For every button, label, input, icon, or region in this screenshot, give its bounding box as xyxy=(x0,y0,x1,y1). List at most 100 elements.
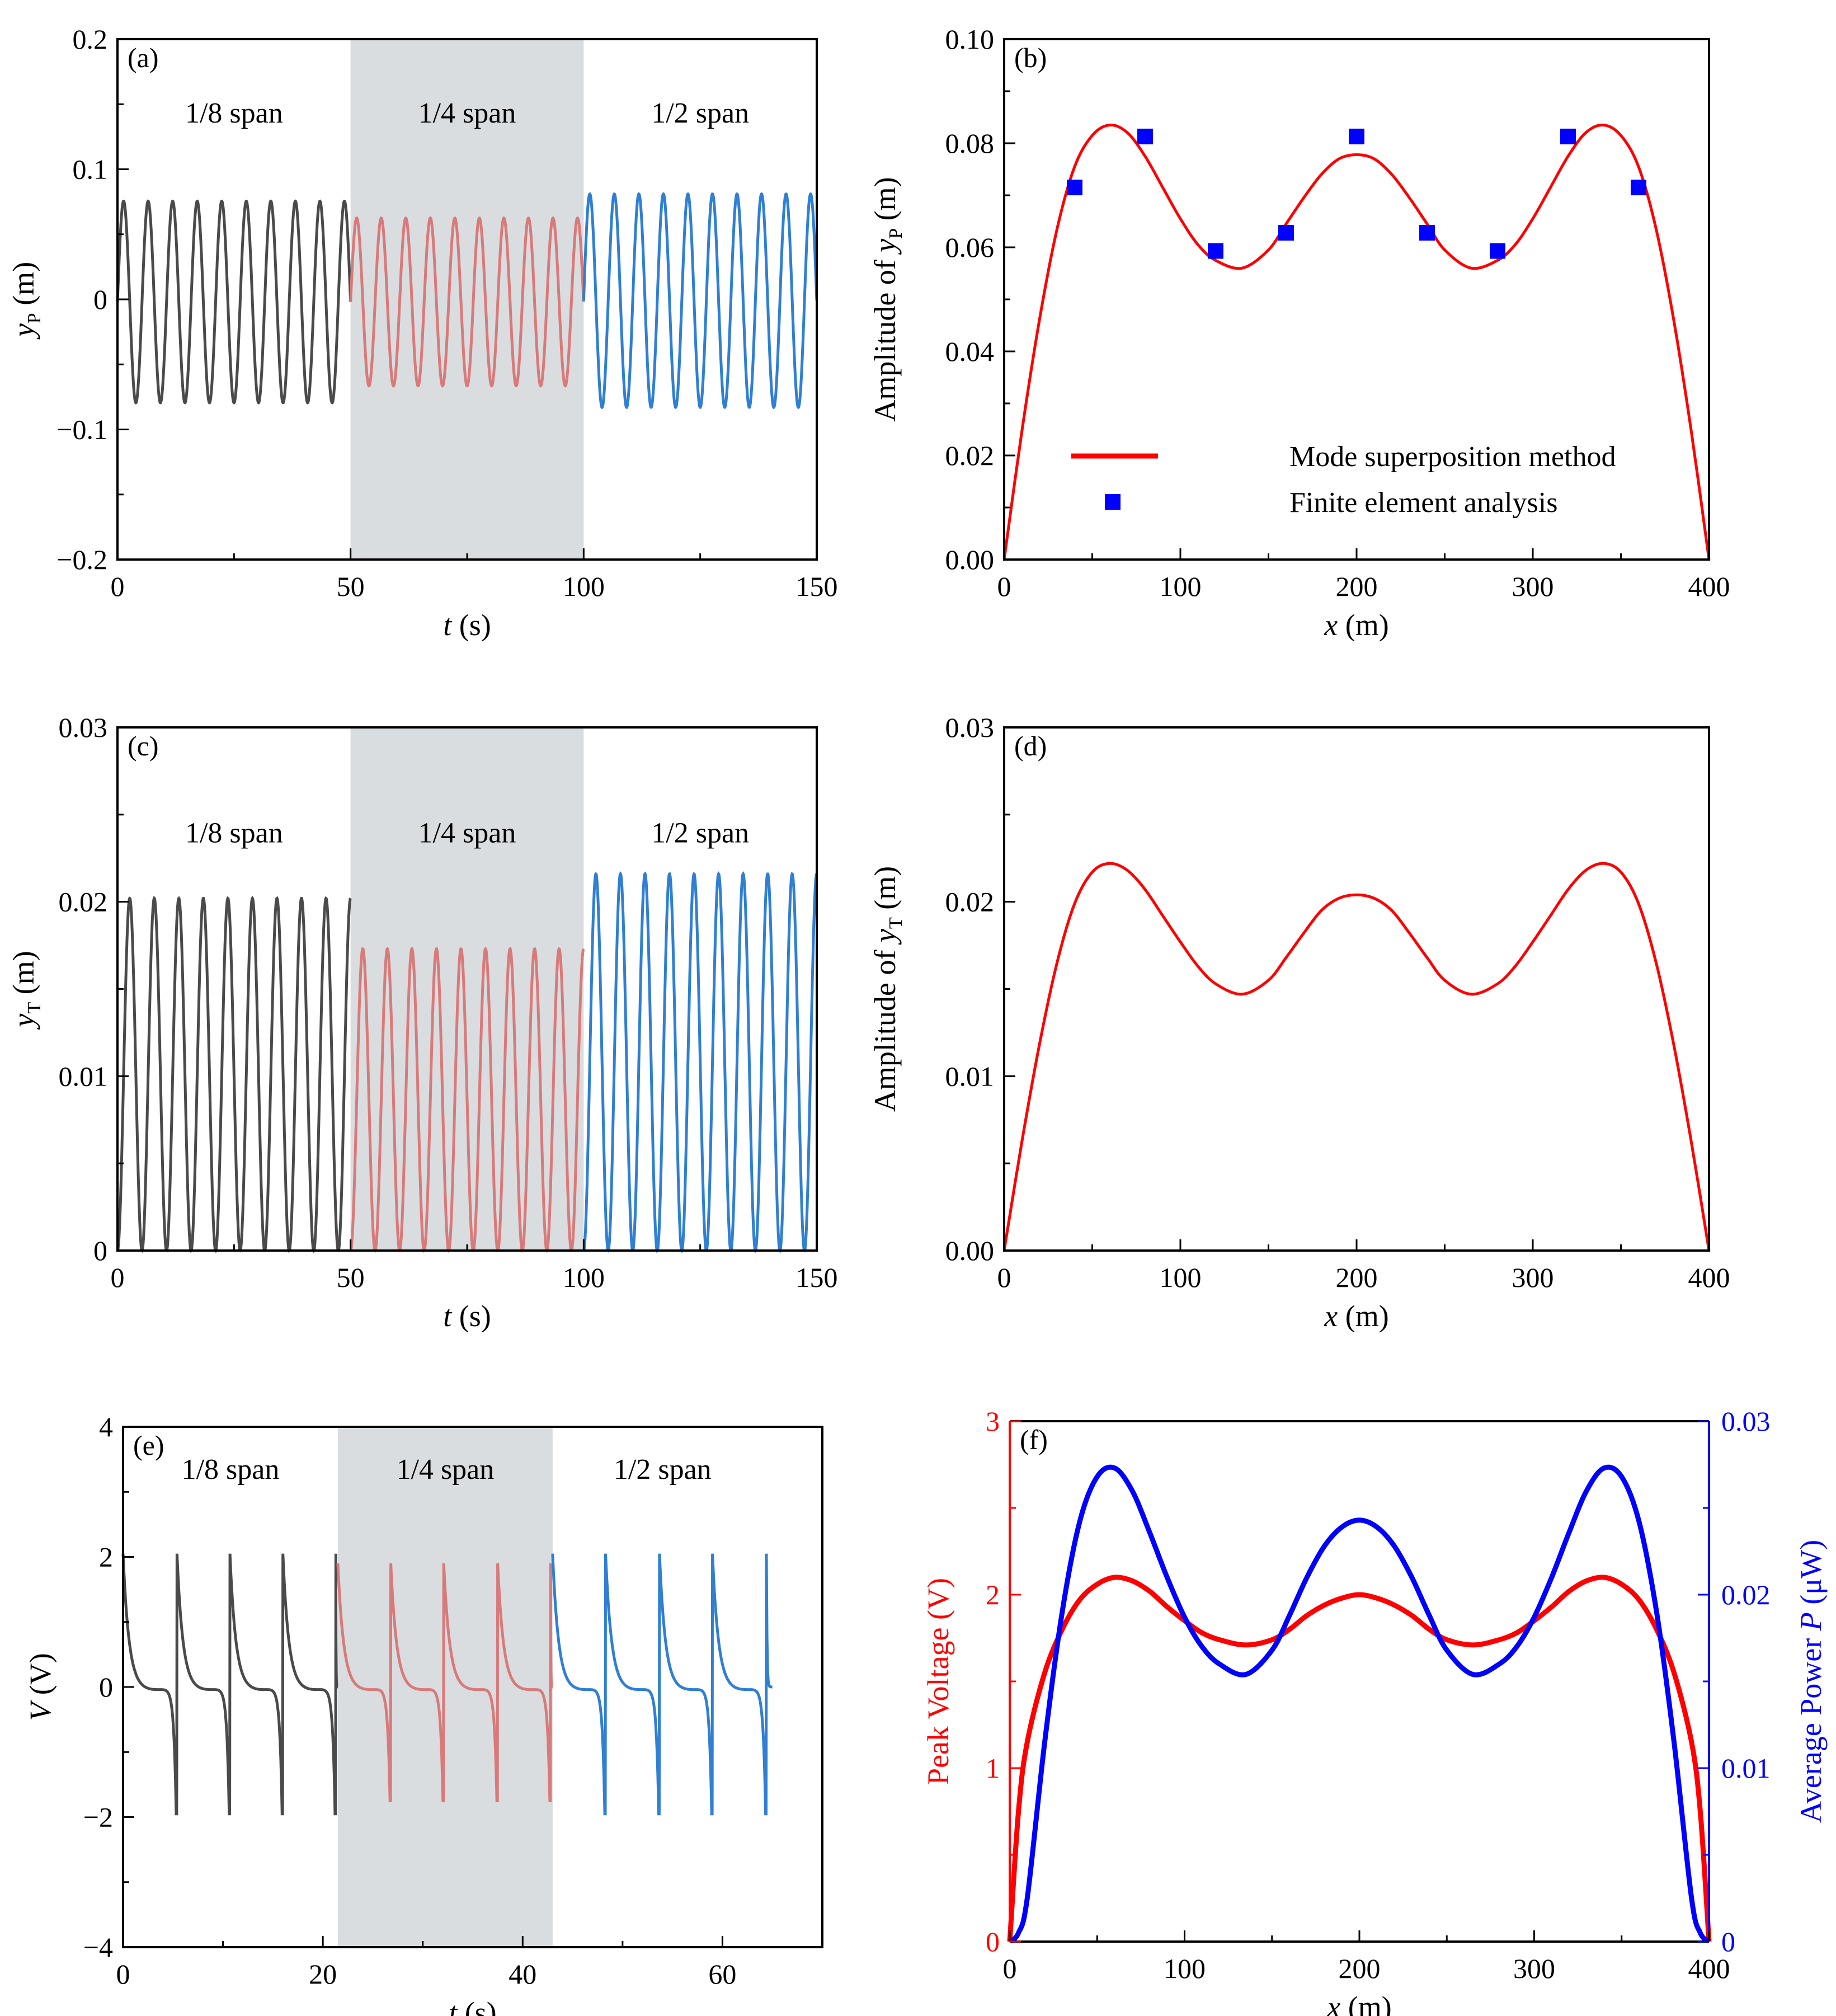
c-xtick-label: 0 xyxy=(111,1262,125,1293)
b-legend-swatch-marker xyxy=(1105,494,1121,510)
d-ylabel: Amplitude of yT (m) xyxy=(868,866,906,1112)
e-series-2 xyxy=(551,1553,773,1816)
a-ytick-label: −0.2 xyxy=(57,544,107,575)
b-scatter-point xyxy=(1278,224,1294,241)
c-ytick-label: 0.02 xyxy=(59,886,108,918)
a-panel-label: (a) xyxy=(128,42,159,73)
c-series-0 xyxy=(116,895,352,1253)
c-xtick-label: 150 xyxy=(796,1262,838,1293)
f-series-0 xyxy=(1007,1575,1712,1942)
a-region-label-2: 1/2 span xyxy=(651,97,749,129)
c-ylabel: yT (m) xyxy=(7,951,45,1030)
a-xlabel: t (s) xyxy=(443,608,491,642)
a-ytick-label: 0.1 xyxy=(73,154,108,185)
e-xtick-label: 0 xyxy=(116,1958,130,1990)
b-ylabel: Amplitude of yP (m) xyxy=(868,177,906,421)
f-ytick-label: 3 xyxy=(986,1406,1000,1437)
a-region-label-0: 1/8 span xyxy=(185,97,283,129)
e-xtick-label: 60 xyxy=(708,1958,736,1990)
f-panel-label: (f) xyxy=(1020,1424,1048,1455)
c-series-1 xyxy=(349,946,585,1253)
e-ylabel: V (V) xyxy=(23,1653,57,1721)
a-ylabel: yP (m) xyxy=(7,262,45,340)
a-region-label-1: 1/4 span xyxy=(418,97,516,129)
b-scatter-point xyxy=(1067,180,1082,196)
e-panel-label: (e) xyxy=(133,1430,164,1461)
b-panel-label: (b) xyxy=(1014,42,1047,73)
d-xlabel: x (m) xyxy=(1324,1299,1388,1333)
e-ytick-label: −2 xyxy=(83,1802,113,1833)
d-xtick-label: 300 xyxy=(1512,1262,1554,1293)
d-ytick-label: 0.03 xyxy=(945,712,995,743)
e-region-label-0: 1/8 span xyxy=(182,1454,280,1486)
chart-c: 1/8 span 1/4 span 1/2 span 0 50 100 150 0 0.01 0.… xyxy=(7,712,838,1333)
f-ytick-right-label: 0.02 xyxy=(1721,1579,1771,1610)
b-scatter-point xyxy=(1137,128,1153,144)
b-scatter-point xyxy=(1419,224,1435,241)
d-series-line-0 xyxy=(1002,862,1711,1251)
b-ytick-label: 0.06 xyxy=(945,232,995,263)
f-ylabel-left: Peak Voltage (V) xyxy=(921,1578,955,1785)
e-region-label-1: 1/4 span xyxy=(397,1454,495,1486)
e-ytick-label: 0 xyxy=(99,1671,113,1703)
e-ytick-label: 4 xyxy=(99,1411,113,1442)
c-region-label-2: 1/2 span xyxy=(651,817,749,849)
a-xtick-label: 150 xyxy=(796,571,838,602)
f-ytick-right-label: 0 xyxy=(1721,1926,1735,1957)
c-xtick-label: 100 xyxy=(563,1262,605,1293)
b-ytick-label: 0.10 xyxy=(945,24,995,55)
d-xtick-label: 400 xyxy=(1688,1262,1730,1293)
e-series-1 xyxy=(336,1563,553,1802)
b-scatter-point xyxy=(1349,128,1364,144)
b-ytick-label: 0.00 xyxy=(945,544,995,575)
f-xtick-label: 0 xyxy=(1003,1953,1017,1984)
d-ytick-label: 0.02 xyxy=(945,886,995,918)
f-xtick-label: 200 xyxy=(1339,1953,1381,1984)
b-xtick-label: 400 xyxy=(1688,571,1730,602)
d-frame xyxy=(1003,726,1710,1252)
f-xtick-label: 300 xyxy=(1513,1953,1555,1984)
d-ytick-label: 0.00 xyxy=(945,1235,995,1266)
a-xtick-label: 50 xyxy=(337,571,365,602)
chart-a: 1/8 span 1/4 span 1/2 span 0 50 100 150 −0.2 −0.… xyxy=(7,24,838,642)
f-series-1 xyxy=(1008,1464,1711,1944)
c-panel-label: (c) xyxy=(128,730,159,762)
b-scatter-point xyxy=(1560,128,1576,144)
f-ytick-label: 2 xyxy=(986,1579,1000,1610)
c-xtick-label: 50 xyxy=(337,1262,365,1293)
e-xlabel: t (s) xyxy=(449,1996,497,2016)
c-ytick-label: 0 xyxy=(93,1235,107,1266)
a-series-0 xyxy=(116,199,352,405)
e-series-0 xyxy=(121,1553,338,1816)
chart-e: 1/8 span 1/4 span 1/2 span 0 20 40 60 −4 −2 0 2 4 (e… xyxy=(23,1411,823,2016)
a-ytick-label: 0.2 xyxy=(73,24,108,55)
f-xtick-label: 100 xyxy=(1164,1953,1206,1984)
f-ytick-right-label: 0.01 xyxy=(1721,1752,1771,1784)
e-xtick-label: 40 xyxy=(509,1958,536,1990)
d-xtick-label: 100 xyxy=(1160,1262,1202,1293)
b-xtick-label: 100 xyxy=(1160,571,1202,602)
f-ytick-label: 0 xyxy=(986,1926,1000,1957)
b-series-line-0 xyxy=(1002,123,1711,560)
b-legend-label-1: Finite element analysis xyxy=(1289,487,1557,519)
b-ytick-label: 0.08 xyxy=(945,128,995,159)
a-series-2 xyxy=(582,192,818,410)
b-xtick-label: 200 xyxy=(1336,571,1378,602)
e-region-label-2: 1/2 span xyxy=(614,1454,712,1486)
b-ytick-label: 0.04 xyxy=(945,336,995,367)
e-ytick-label: −4 xyxy=(83,1932,113,1963)
e-ytick-label: 2 xyxy=(99,1542,113,1573)
b-ytick-label: 0.02 xyxy=(945,440,995,471)
c-series-2 xyxy=(582,871,818,1253)
a-xtick-label: 0 xyxy=(111,571,125,602)
f-ytick-label: 1 xyxy=(986,1752,1000,1784)
e-xtick-label: 20 xyxy=(309,1958,337,1990)
d-ytick-label: 0.01 xyxy=(945,1060,995,1092)
b-frame xyxy=(1003,38,1710,561)
a-ytick-label: −0.1 xyxy=(57,414,107,445)
c-region-label-0: 1/8 span xyxy=(185,817,283,849)
chart-b: 0 100 200 300 400 0.00 0.02 0.04 0.06 0.08 0.10 (b)… xyxy=(868,24,1730,642)
b-xtick-label: 300 xyxy=(1512,571,1554,602)
